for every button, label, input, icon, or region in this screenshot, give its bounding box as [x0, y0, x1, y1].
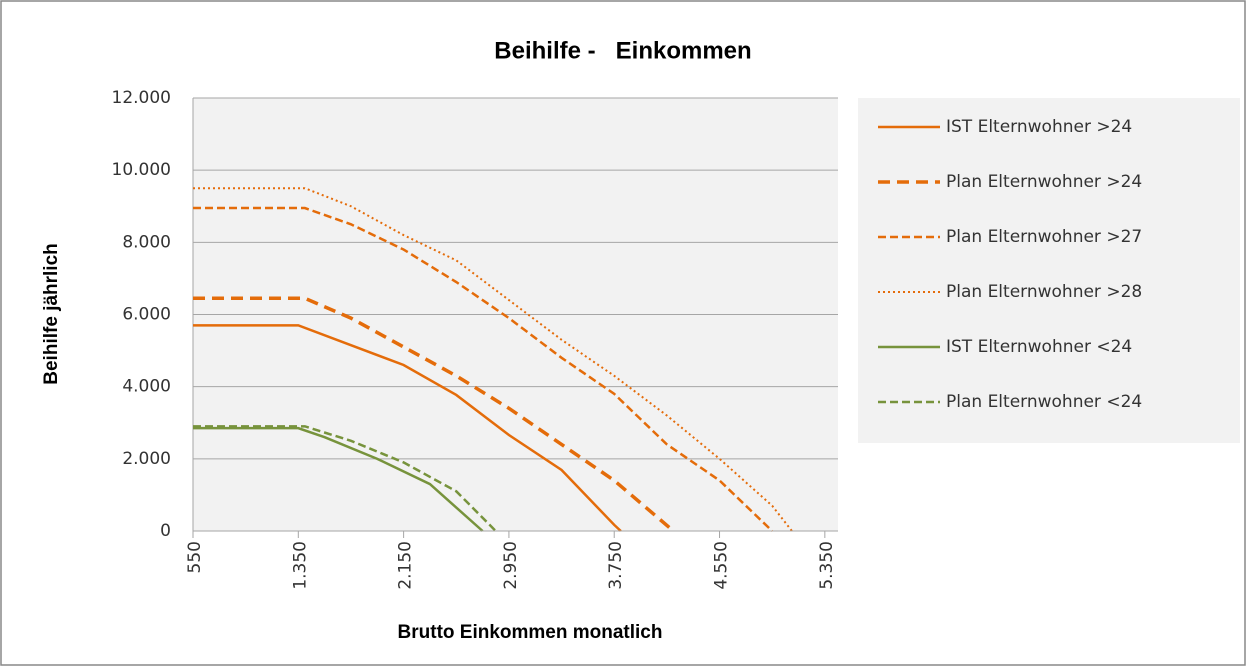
- y-axis-label: Beihilfe jährlich: [41, 243, 62, 384]
- x-tick-label: 2.950: [501, 541, 521, 590]
- y-tick-label: 4.000: [122, 377, 171, 397]
- series-line: [193, 187, 793, 532]
- chart-title: Beihilfe - Einkommen: [494, 37, 751, 64]
- x-axis-label: Brutto Einkommen monatlich: [398, 622, 663, 643]
- x-tick-label: 550: [185, 541, 205, 573]
- series-line: [193, 324, 622, 532]
- x-tick-label: 3.750: [606, 541, 626, 590]
- series-line: [193, 426, 484, 532]
- x-tick-label: 4.550: [712, 541, 732, 590]
- legend-label: Plan Elternwohner >27: [946, 227, 1142, 247]
- x-tick-label: 2.150: [396, 541, 416, 590]
- y-tick-label: 2.000: [122, 449, 171, 469]
- y-tick-label: 8.000: [122, 232, 171, 252]
- legend-label: IST Elternwohner <24: [946, 337, 1132, 357]
- x-tick-label: 5.350: [817, 541, 837, 590]
- series-line: [193, 206, 774, 532]
- x-tick-label: 1.350: [290, 541, 310, 590]
- legend-label: IST Elternwohner >24: [946, 117, 1132, 137]
- y-tick-label: 6.000: [122, 305, 171, 325]
- y-tick-label: 10.000: [112, 160, 171, 180]
- legend-label: Plan Elternwohner >28: [946, 282, 1142, 302]
- y-tick-label: 12.000: [112, 88, 171, 108]
- legend-box: [858, 98, 1240, 443]
- legend-label: Plan Elternwohner >24: [946, 172, 1142, 192]
- legend-label: Plan Elternwohner <24: [946, 392, 1142, 412]
- y-tick-label: 0: [160, 521, 171, 541]
